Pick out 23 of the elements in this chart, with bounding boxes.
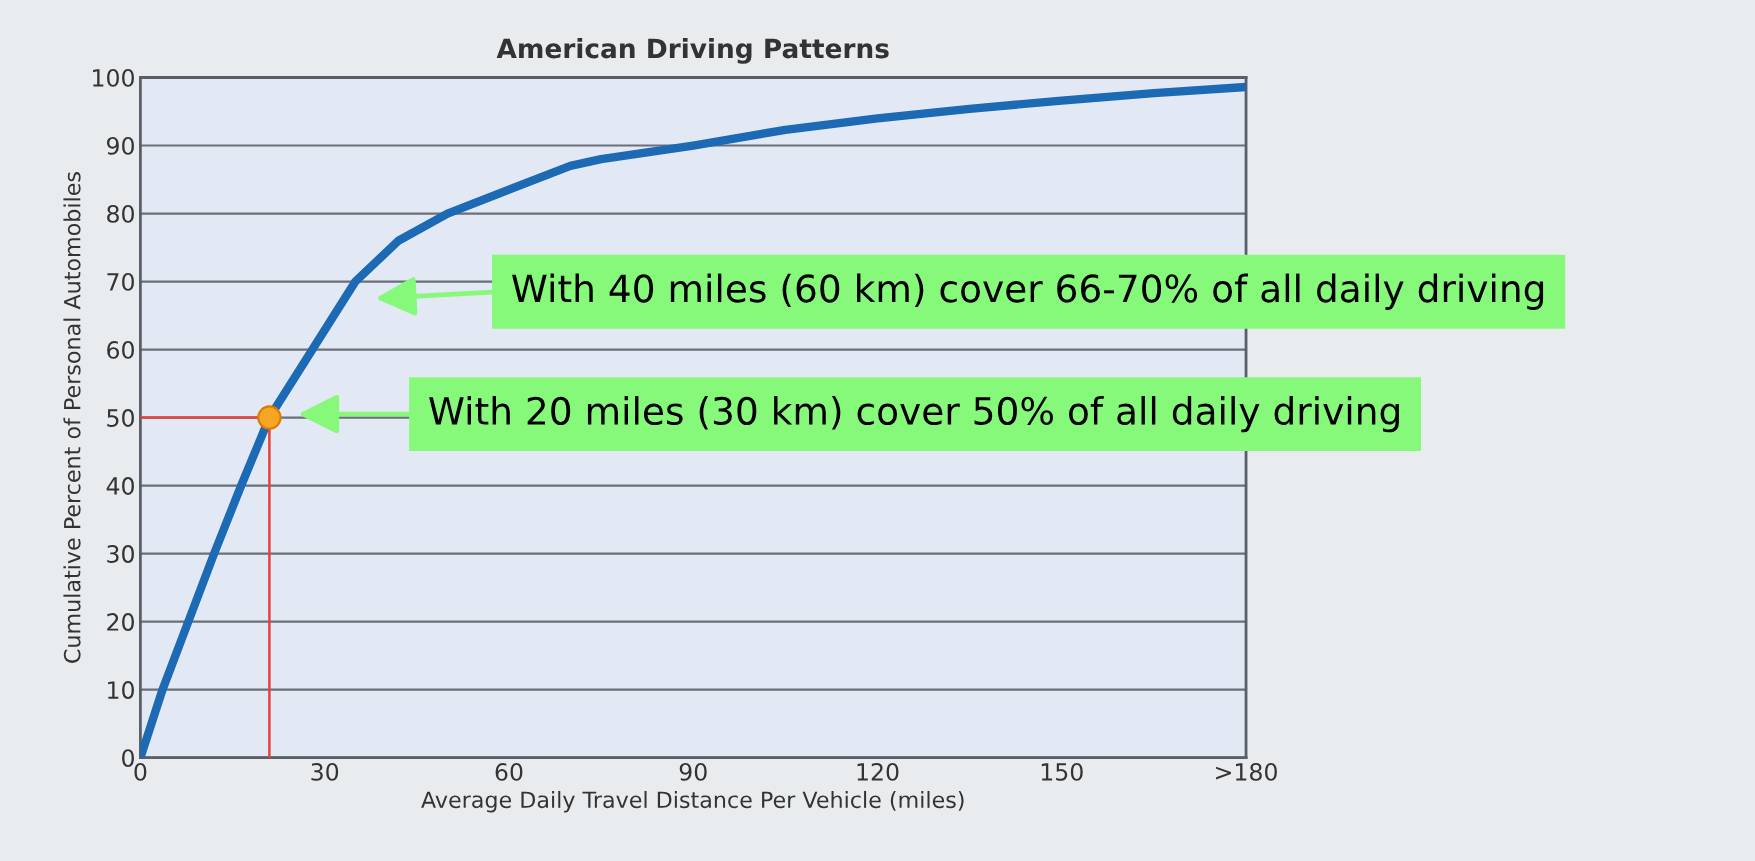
x-tick-label: 30 — [311, 762, 339, 781]
x-axis-title: Average Daily Travel Distance Per Vehicle (miles) — [421, 790, 964, 813]
y-axis-title: Cumulative Percent of Personal Automobiles — [63, 172, 81, 663]
annotation: With 20 miles (30 km) cover 50% of all daily driving — [429, 396, 1399, 433]
y-tick-label: 10 — [108, 681, 134, 699]
annotation: With 40 miles (60 km) cover 66-70% of all daily driving — [512, 273, 1544, 310]
y-tick-label: 40 — [106, 477, 134, 495]
y-tick-label: 60 — [107, 341, 134, 359]
y-tick-label: 80 — [107, 204, 134, 223]
x-tick-label: 90 — [679, 762, 707, 781]
chart-title: American Driving Patterns — [496, 37, 889, 64]
x-tick-label: 150 — [1041, 762, 1083, 781]
y-tick-label: 90 — [106, 136, 134, 155]
y-tick-label: 30 — [107, 545, 134, 563]
x-tick-label: 120 — [857, 762, 899, 781]
y-tick-label: 70 — [107, 272, 134, 291]
y-tick-label: 100 — [93, 68, 134, 87]
x-tick-label: >180 — [1216, 762, 1277, 781]
x-tick-label: 0 — [134, 762, 147, 781]
x-tick-label: 60 — [495, 762, 523, 781]
y-tick-label: 0 — [122, 749, 134, 767]
y-tick-label: 50 — [107, 409, 134, 427]
y-tick-label: 20 — [107, 613, 134, 631]
